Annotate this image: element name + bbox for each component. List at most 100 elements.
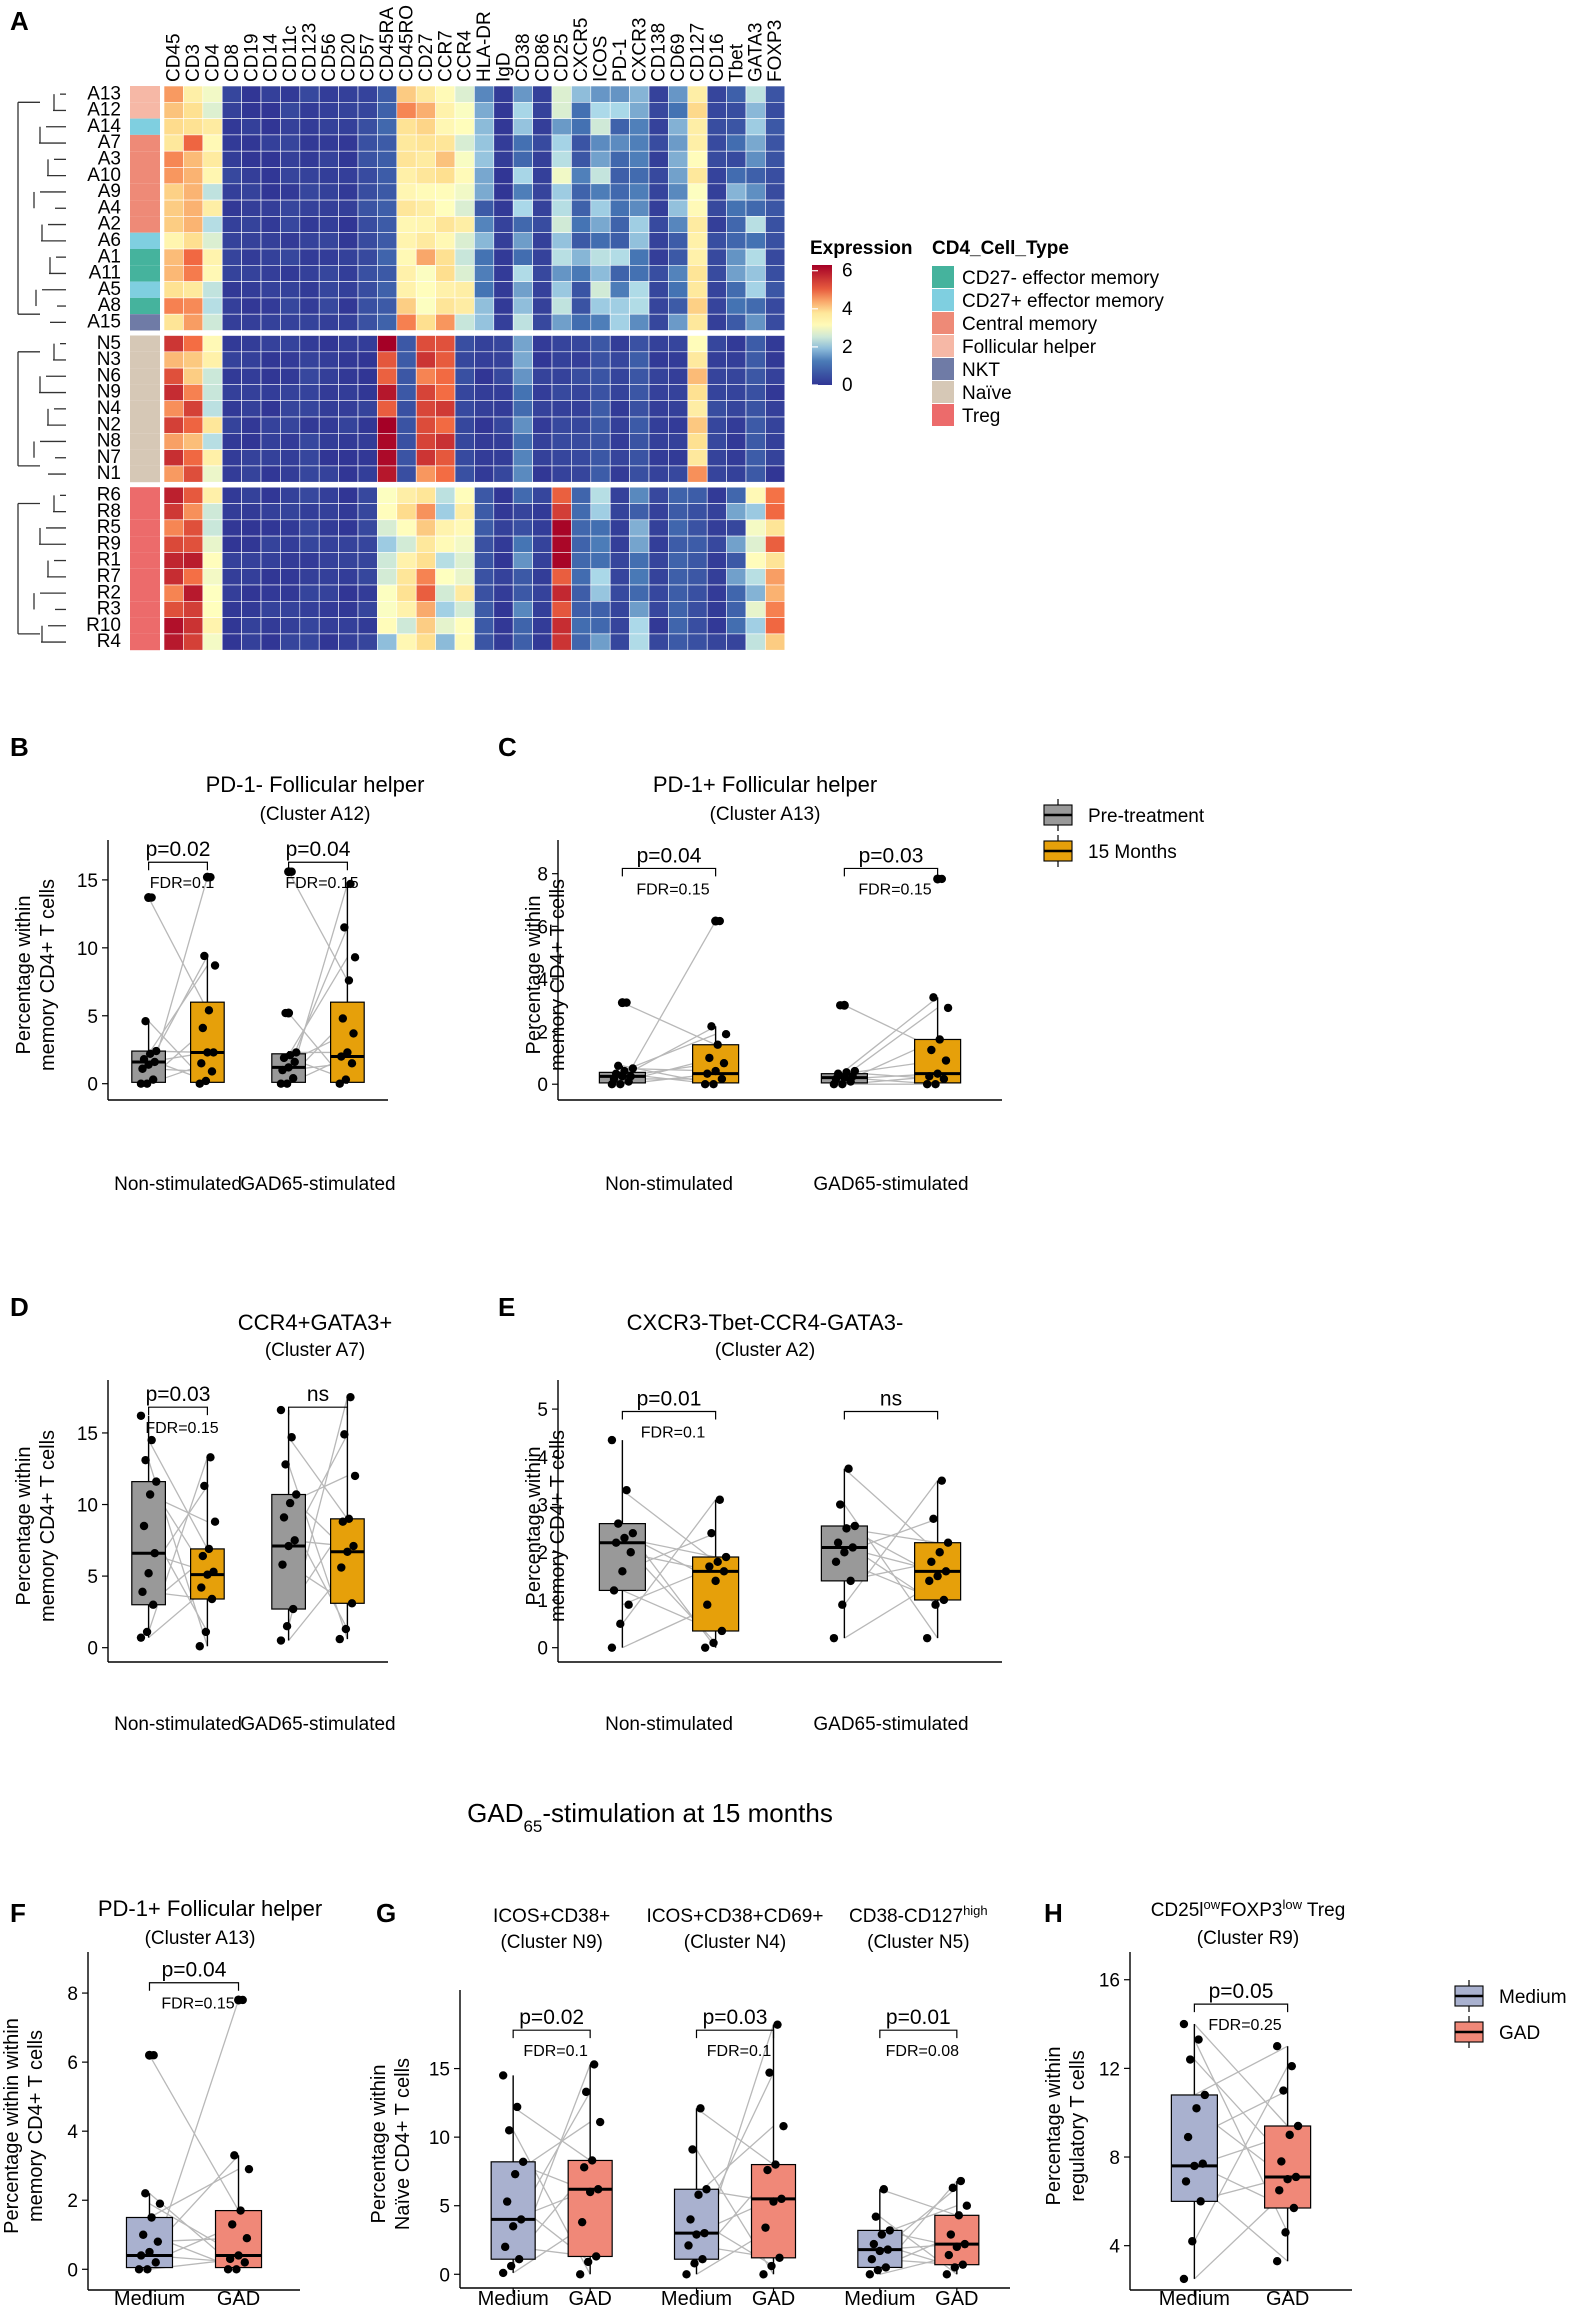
heatmap-cell — [512, 232, 533, 250]
heatmap-cell — [435, 264, 456, 282]
cluster-label: A8 — [98, 295, 121, 316]
heatmap-cell — [163, 568, 184, 586]
heatmap-cell — [221, 351, 242, 369]
heatmap-cell — [648, 432, 669, 450]
heatmap-cell — [668, 134, 689, 152]
heatmap-cell — [706, 232, 727, 250]
heatmap-cell — [706, 552, 727, 570]
heatmap-cell — [745, 351, 766, 369]
heatmap-cell — [512, 281, 533, 299]
heatmap-cell — [512, 134, 533, 152]
heatmap-cell — [629, 232, 650, 250]
significance-bracket — [148, 1982, 240, 1991]
heatmap-cell — [221, 232, 242, 250]
heatmap-cell — [377, 600, 398, 618]
heatmap-cell — [765, 633, 786, 651]
heatmap-cell — [318, 432, 339, 450]
heatmap-cell — [221, 552, 242, 570]
heatmap-cell — [202, 150, 223, 168]
cell-type-annotation — [130, 368, 160, 385]
heatmap-cell — [299, 617, 320, 635]
heatmap-cell — [687, 85, 708, 103]
data-point — [767, 2261, 776, 2271]
heatmap-cell — [357, 519, 378, 537]
heatmap-cell — [280, 367, 301, 385]
heatmap-cell — [687, 568, 708, 586]
heatmap-cell — [435, 313, 456, 331]
y-tick-label: 5 — [87, 1007, 98, 1028]
panel-subtitle: (Cluster A13) — [145, 1928, 256, 1949]
subpanel-subtitle: (Cluster N5) — [867, 1932, 969, 1953]
data-point — [944, 2250, 954, 2260]
heatmap-cell — [745, 183, 766, 201]
significance-bracket — [148, 1406, 208, 1416]
paired-line — [843, 1468, 939, 1553]
data-point — [148, 1075, 158, 1084]
heatmap-cell — [377, 449, 398, 467]
heatmap-cell — [745, 199, 766, 217]
heatmap-cell — [668, 313, 689, 331]
data-point — [343, 1048, 352, 1057]
data-point — [1192, 2104, 1201, 2113]
data-point — [696, 2104, 705, 2113]
heatmap-cell — [571, 432, 592, 450]
heatmap-cell — [609, 281, 630, 299]
heatmap-cell — [726, 150, 747, 168]
heatmap-cell — [726, 432, 747, 450]
heatmap-cell — [726, 535, 747, 553]
heatmap-cell — [706, 199, 727, 217]
heatmap-cell — [221, 313, 242, 331]
heatmap-cell — [590, 216, 611, 233]
heatmap-cell — [202, 416, 223, 434]
heatmap-cell — [687, 167, 708, 185]
heatmap-cell — [241, 313, 262, 331]
data-point — [236, 2206, 245, 2215]
data-point — [922, 1633, 932, 1643]
heatmap-cell — [512, 416, 533, 434]
significance-bracket — [695, 2029, 775, 2039]
legend-label: Pre-treatment — [1088, 806, 1205, 827]
heatmap-cell — [415, 134, 436, 152]
x-tick-label: GAD — [935, 2288, 978, 2310]
heatmap-cell — [551, 552, 572, 570]
data-point — [288, 1074, 298, 1083]
heatmap-cell — [241, 297, 262, 315]
heatmap-cell — [357, 465, 378, 483]
heatmap-cell — [299, 367, 320, 385]
y-tick-label: 15 — [429, 2060, 450, 2081]
heatmap-cell — [687, 416, 708, 434]
heatmap-cell — [609, 351, 630, 369]
data-point — [939, 1595, 949, 1605]
heatmap-cell — [609, 416, 630, 434]
heatmap-cell — [668, 503, 689, 521]
heatmap-cell — [609, 465, 630, 483]
heatmap-cell — [338, 232, 359, 250]
heatmap-cell — [590, 281, 611, 299]
heatmap-cell — [493, 367, 514, 385]
data-point — [871, 2212, 881, 2221]
heatmap-cell — [338, 297, 359, 315]
heatmap-cell — [648, 248, 669, 266]
heatmap-cell — [551, 216, 572, 233]
heatmap-cell — [435, 281, 456, 299]
heatmap-cell — [474, 167, 495, 185]
heatmap-cell — [241, 199, 262, 217]
heatmap-cell — [668, 167, 689, 185]
heatmap-cell — [668, 367, 689, 385]
heatmap-cell — [299, 400, 320, 418]
heatmap-cell — [415, 633, 436, 651]
heatmap-cell — [609, 519, 630, 537]
heatmap-cell — [668, 281, 689, 299]
heatmap-cell — [435, 367, 456, 385]
heatmap-cell — [396, 118, 417, 136]
panel-letter-f: F — [10, 1898, 26, 1928]
heatmap-cell — [357, 167, 378, 185]
heatmap-cell — [415, 183, 436, 201]
heatmap-cell — [765, 102, 786, 119]
heatmap-cell — [318, 552, 339, 570]
heatmap-cell — [260, 102, 281, 119]
cell-type-label: Central memory — [962, 314, 1098, 335]
heatmap-cell — [183, 384, 204, 401]
data-point — [198, 1551, 208, 1561]
data-point — [144, 1569, 153, 1578]
